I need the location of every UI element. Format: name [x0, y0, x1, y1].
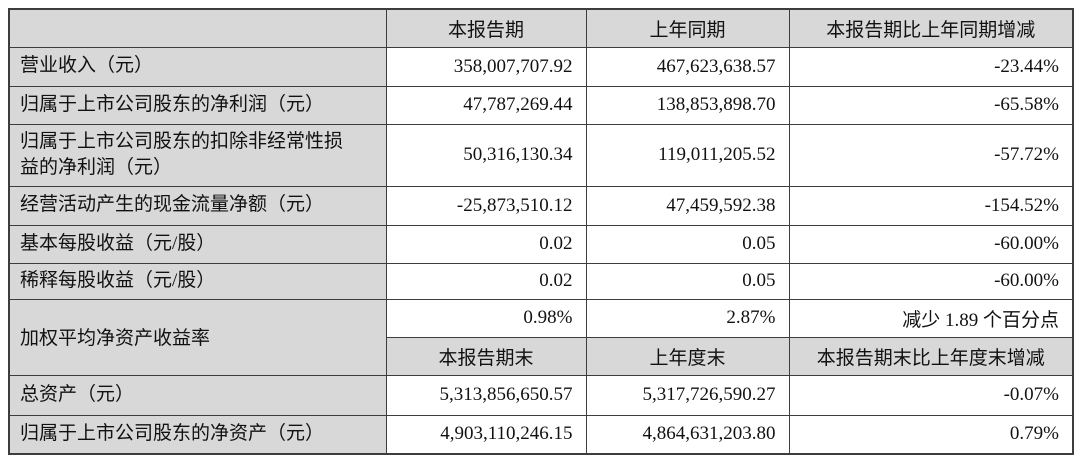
cell-change: 减少 1.89 个百分点	[788, 298, 1074, 338]
table-row: 归属于上市公司股东的净资产（元） 4,903,110,246.15 4,864,…	[8, 414, 1074, 455]
cell-current: -25,873,510.12	[385, 185, 587, 226]
row-label: 总资产（元）	[8, 374, 387, 416]
table-row: 总资产（元） 5,313,856,650.57 5,317,726,590.27…	[8, 374, 1074, 416]
table-row: 基本每股收益（元/股） 0.02 0.05 -60.00%	[8, 224, 1074, 264]
table-header-row-period: 本报告期 上年同期 本报告期比上年同期增减	[8, 8, 1074, 48]
header-corner-blank	[8, 8, 387, 48]
cell-change: -154.52%	[788, 185, 1074, 226]
cell-current: 5,313,856,650.57	[385, 374, 587, 416]
cell-change: -57.72%	[788, 123, 1074, 187]
row-label: 稀释每股收益（元/股）	[8, 262, 387, 300]
row-label: 归属于上市公司股东的扣除非经常性损益的净利润（元）	[8, 123, 387, 187]
cell-prior: 467,623,638.57	[585, 46, 790, 87]
table-row: 经营活动产生的现金流量净额（元） -25,873,510.12 47,459,5…	[8, 185, 1074, 226]
cell-current: 0.02	[385, 224, 587, 264]
cell-prior: 5,317,726,590.27	[585, 374, 790, 416]
row-label: 归属于上市公司股东的净利润（元）	[8, 85, 387, 125]
cell-current: 4,903,110,246.15	[385, 414, 587, 455]
cell-prior: 4,864,631,203.80	[585, 414, 790, 455]
cell-prior: 119,011,205.52	[585, 123, 790, 187]
table-row: 归属于上市公司股东的扣除非经常性损益的净利润（元） 50,316,130.34 …	[8, 123, 1074, 187]
cell-prior: 47,459,592.38	[585, 185, 790, 226]
row-label: 归属于上市公司股东的净资产（元）	[8, 414, 387, 455]
cell-current: 47,787,269.44	[385, 85, 587, 125]
row-label: 加权平均净资产收益率	[8, 298, 387, 376]
header-period-end: 本报告期末	[385, 336, 587, 376]
cell-current: 50,316,130.34	[385, 123, 587, 187]
header-prior-period: 上年同期	[585, 8, 790, 48]
cell-change: -0.07%	[788, 374, 1074, 416]
cell-prior: 138,853,898.70	[585, 85, 790, 125]
cell-prior: 0.05	[585, 224, 790, 264]
header-period-change: 本报告期比上年同期增减	[788, 8, 1074, 48]
cell-current: 358,007,707.92	[385, 46, 587, 87]
cell-change: -65.58%	[788, 85, 1074, 125]
table-row: 营业收入（元） 358,007,707.92 467,623,638.57 -2…	[8, 46, 1074, 87]
header-current-period: 本报告期	[385, 8, 587, 48]
table-row: 稀释每股收益（元/股） 0.02 0.05 -60.00%	[8, 262, 1074, 300]
cell-prior: 0.05	[585, 262, 790, 300]
cell-change: 0.79%	[788, 414, 1074, 455]
table-row: 加权平均净资产收益率 0.98% 2.87% 减少 1.89 个百分点	[8, 298, 1074, 376]
financial-summary-table: 本报告期 上年同期 本报告期比上年同期增减 营业收入（元） 358,007,70…	[8, 8, 1074, 455]
row-label: 经营活动产生的现金流量净额（元）	[8, 185, 387, 226]
header-balance-change: 本报告期末比上年度末增减	[788, 336, 1074, 376]
cell-change: -60.00%	[788, 224, 1074, 264]
cell-change: -23.44%	[788, 46, 1074, 87]
header-prior-year-end: 上年度末	[585, 336, 790, 376]
cell-change: -60.00%	[788, 262, 1074, 300]
row-label: 基本每股收益（元/股）	[8, 224, 387, 264]
table-row: 归属于上市公司股东的净利润（元） 47,787,269.44 138,853,8…	[8, 85, 1074, 125]
cell-current: 0.98%	[385, 298, 587, 338]
row-label: 营业收入（元）	[8, 46, 387, 87]
table-header-row-balance: 本报告期末 上年度末 本报告期末比上年度末增减	[9, 336, 1074, 376]
cell-current: 0.02	[385, 262, 587, 300]
cell-prior: 2.87%	[585, 298, 790, 338]
